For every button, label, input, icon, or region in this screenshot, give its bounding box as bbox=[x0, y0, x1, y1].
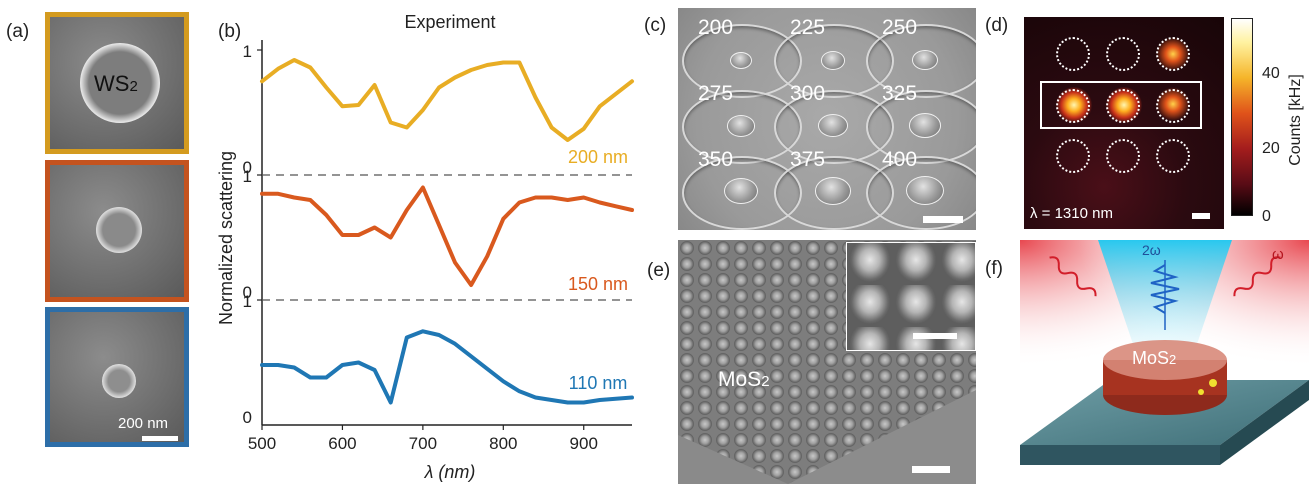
y-tick-label: 1 bbox=[243, 167, 252, 186]
nanodisk bbox=[96, 207, 142, 253]
selection-rectangle bbox=[1040, 81, 1202, 129]
disk-outline bbox=[1106, 139, 1140, 173]
diameter-label: 350 bbox=[698, 148, 734, 171]
chart-title: Experiment bbox=[404, 12, 495, 32]
series-label: 110 nm bbox=[569, 373, 628, 393]
disk-top bbox=[1103, 340, 1227, 380]
disk-outline bbox=[1056, 37, 1090, 71]
disk-outline bbox=[1056, 89, 1090, 123]
label-2w: 2ω bbox=[1142, 242, 1161, 258]
series-label: 150 nm bbox=[568, 274, 628, 294]
y-axis-label: Normalized scattering bbox=[216, 151, 236, 325]
ws2-label: WS2 bbox=[94, 71, 138, 96]
substrate-region bbox=[678, 390, 976, 484]
colorbar bbox=[1231, 18, 1253, 216]
exciton-dot bbox=[1198, 389, 1204, 395]
scale-bar bbox=[923, 216, 963, 223]
schematic-drawing bbox=[1020, 240, 1309, 465]
diameter-label: 250 bbox=[882, 16, 918, 39]
substrate-front bbox=[1020, 445, 1220, 465]
series-line-110-nm bbox=[260, 329, 634, 405]
nanopillar bbox=[818, 114, 848, 137]
nanopillar bbox=[906, 176, 944, 205]
diameter-label: 325 bbox=[882, 82, 918, 105]
disk-outline bbox=[1156, 37, 1190, 71]
colorbar-tick-40: 40 bbox=[1262, 65, 1280, 82]
colorbar-tick-0: 0 bbox=[1262, 208, 1271, 225]
substrate-side bbox=[1220, 380, 1309, 465]
series-label: 200 nm bbox=[568, 147, 628, 167]
colorbar-tick-20: 20 bbox=[1262, 140, 1280, 157]
sem-image-ws2-150nm bbox=[45, 160, 189, 302]
scale-bar-label: 200 nm bbox=[118, 415, 169, 432]
disk-outline bbox=[1156, 139, 1190, 173]
panel-label-b: (b) bbox=[218, 21, 242, 42]
mos2-label: MoS2 bbox=[718, 368, 770, 391]
y-tick-label: 0 bbox=[243, 158, 252, 177]
sem-image-array: 200 225 250 275 300 325 350 375 400 bbox=[678, 8, 976, 230]
panel-label-c: (c) bbox=[644, 15, 667, 36]
diameter-label: 300 bbox=[790, 82, 826, 105]
disk-outline bbox=[1106, 89, 1140, 123]
scale-bar bbox=[1192, 213, 1210, 219]
x-tick-label: 500 bbox=[248, 434, 276, 453]
diameter-label: 400 bbox=[882, 148, 918, 171]
colorbar-label: Counts [kHz] bbox=[1287, 74, 1304, 166]
scale-bar bbox=[912, 466, 950, 473]
disk-outline bbox=[1156, 89, 1190, 123]
diameter-label: 275 bbox=[698, 82, 734, 105]
sem-image-ws2-110nm: 200 nm bbox=[45, 307, 189, 447]
diameter-label: 200 bbox=[698, 16, 734, 39]
disk-outline bbox=[1106, 37, 1140, 71]
series-line-200-nm bbox=[260, 58, 634, 142]
x-tick-label: 800 bbox=[489, 434, 517, 453]
sem-image-ws2-200nm: WS2 bbox=[45, 12, 189, 154]
sem-inset-zoom bbox=[846, 242, 976, 351]
exciton-dot bbox=[1209, 379, 1217, 387]
nanopillar bbox=[909, 113, 941, 138]
nanopillar bbox=[727, 115, 755, 137]
panel-label-e: (e) bbox=[647, 260, 671, 281]
mos2-label: MoS2 bbox=[1132, 348, 1177, 368]
diameter-label: 225 bbox=[790, 16, 826, 39]
x-tick-label: 600 bbox=[328, 434, 356, 453]
nanodisk bbox=[102, 364, 136, 398]
nanopillar bbox=[912, 50, 938, 70]
nanodisk bbox=[80, 43, 160, 123]
x-tick-label: 900 bbox=[570, 434, 598, 453]
nanopillar bbox=[815, 177, 851, 205]
diameter-label: 375 bbox=[790, 148, 826, 171]
x-axis-label: λ (nm) bbox=[424, 462, 476, 482]
y-tick-label: 0 bbox=[243, 408, 252, 427]
wavelength-label: λ = 1310 nm bbox=[1030, 205, 1113, 222]
incident-wave-right bbox=[1233, 256, 1281, 297]
panel-label-d: (d) bbox=[985, 15, 1009, 36]
etched-ring bbox=[866, 156, 976, 230]
shg-schematic: 2ω ω MoS2 bbox=[1020, 240, 1309, 484]
x-tick-label: 700 bbox=[409, 434, 437, 453]
nanopillar bbox=[821, 51, 845, 70]
shg-intensity-map: λ = 1310 nm bbox=[1024, 17, 1224, 229]
panel-label-f: (f) bbox=[985, 258, 1003, 279]
y-tick-label: 0 bbox=[243, 283, 252, 302]
disk-outline bbox=[1056, 139, 1090, 173]
nanopillar bbox=[724, 178, 758, 204]
incident-wave-left bbox=[1049, 256, 1097, 297]
panel-label-a: (a) bbox=[6, 21, 30, 42]
y-tick-label: 1 bbox=[243, 42, 252, 61]
series-line-150-nm bbox=[260, 185, 634, 287]
scale-bar bbox=[913, 333, 957, 339]
scale-bar bbox=[142, 436, 178, 441]
nanopillar bbox=[730, 52, 752, 69]
shg-wave bbox=[1150, 264, 1180, 314]
y-tick-label: 1 bbox=[243, 292, 252, 311]
label-w: ω bbox=[1272, 246, 1284, 263]
